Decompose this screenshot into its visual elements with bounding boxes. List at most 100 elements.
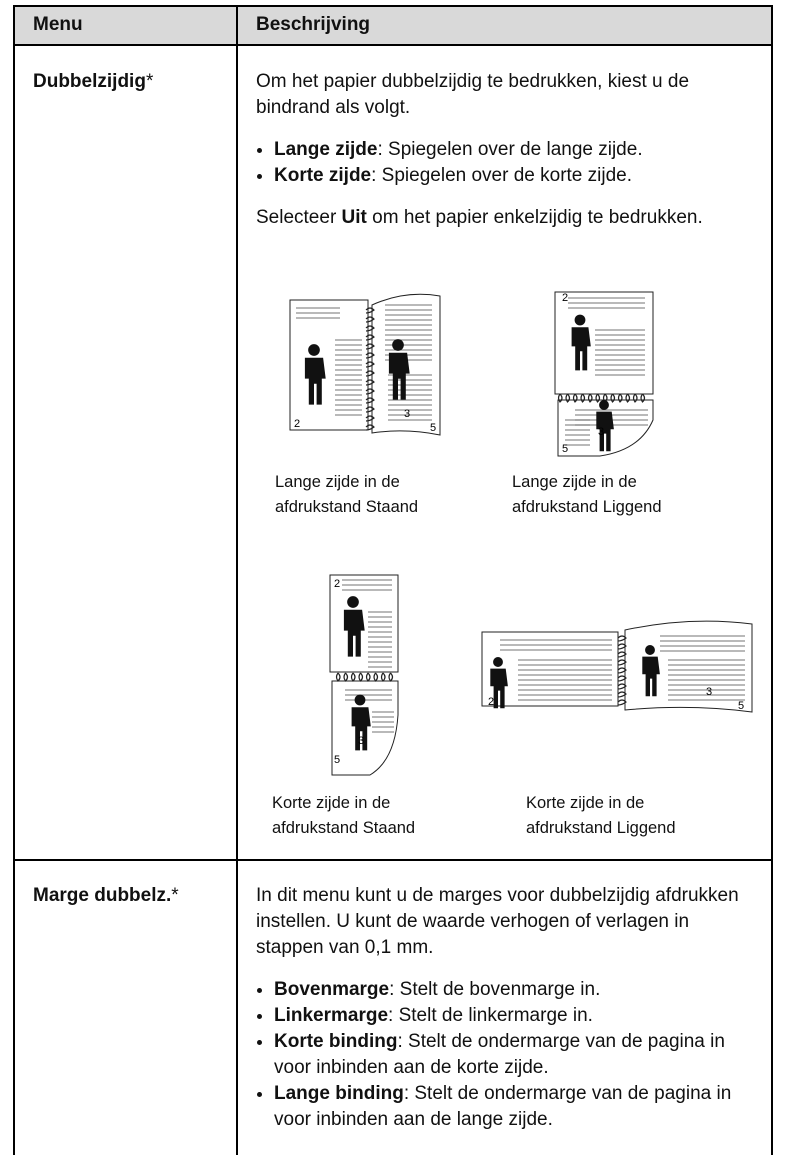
text: : Stelt de ondermarge van de pagina in v… <box>274 1083 732 1130</box>
spiral <box>572 393 578 403</box>
spiral <box>365 325 375 332</box>
bullet-list: Bovenmarge: Stelt de bovenmarge in. Link… <box>256 977 761 1133</box>
border <box>236 5 238 1155</box>
column-header: Beschrijving <box>256 14 371 35</box>
person-head <box>354 694 366 706</box>
spiral <box>617 659 627 666</box>
spiral <box>365 379 375 386</box>
spiral <box>617 691 627 698</box>
spiral <box>365 334 375 341</box>
spiral <box>365 397 375 404</box>
spiral <box>335 672 341 682</box>
bullet: Linkermarge: Stelt de linkermarge in. <box>274 1003 761 1029</box>
caption-line: Korte zijde in de <box>272 794 391 812</box>
person-body <box>351 707 371 751</box>
person-body <box>304 357 326 405</box>
text: : Spiegelen over de lange zijde. <box>377 139 643 160</box>
spiral <box>617 667 627 674</box>
bullet: Bovenmarge: Stelt de bovenmarge in. <box>274 977 761 1003</box>
person-head <box>645 645 655 655</box>
text: : Stelt de bovenmarge in. <box>389 979 601 1000</box>
page-number: 3 <box>706 686 712 698</box>
menu-name: Marge dubbelz. <box>33 885 172 906</box>
caption: Lange zijde in de afdrukstand Staand <box>275 470 418 520</box>
page-number: 5 <box>562 443 568 455</box>
caption-line: Korte zijde in de <box>526 794 645 812</box>
spiral <box>557 393 563 403</box>
spiral <box>617 699 627 706</box>
border <box>13 44 773 46</box>
spiral <box>365 316 375 323</box>
page-sheet <box>554 291 654 395</box>
text: om het papier enkelzijdig te bedrukken. <box>366 207 703 228</box>
spiral <box>610 393 616 403</box>
spiral <box>640 393 646 403</box>
spiral <box>343 672 349 682</box>
spiral <box>580 393 586 403</box>
marker: * <box>171 885 179 906</box>
border <box>13 5 15 1155</box>
spiral <box>587 393 593 403</box>
page-number: 2 <box>334 578 340 590</box>
caption-line: afdrukstand Staand <box>275 498 419 516</box>
caption-line: Lange zijde in de <box>512 473 637 491</box>
person-head <box>308 344 320 356</box>
person-body <box>490 668 508 709</box>
spiral <box>595 393 601 403</box>
page-number: 2 <box>562 292 568 304</box>
paragraph: In dit menu kunt u de marges voor dubbel… <box>256 885 739 958</box>
text: Uit <box>341 207 367 228</box>
marker: * <box>145 71 154 92</box>
spiral <box>365 415 375 422</box>
column-header: Menu <box>33 14 83 35</box>
spiral <box>617 643 627 650</box>
spiral <box>350 672 356 682</box>
spiral <box>625 393 631 403</box>
caption: Korte zijde in de afdrukstand Staand <box>272 791 415 841</box>
term: Lange binding <box>274 1083 404 1104</box>
text: : Stelt de linkermarge in. <box>388 1005 593 1026</box>
spiral <box>565 393 571 403</box>
spiral <box>365 406 375 413</box>
page-number: 3 <box>598 426 604 438</box>
person-head <box>347 596 359 608</box>
spiral <box>365 361 375 368</box>
page-number: 2 <box>294 418 300 430</box>
term: Korte binding <box>274 1031 398 1052</box>
bullet-list: Lange zijde: Spiegelen over de lange zij… <box>256 137 761 189</box>
term: Lange zijde <box>274 139 378 160</box>
spiral <box>365 370 375 377</box>
page-sheet <box>624 620 753 713</box>
bullet: Lange binding: Stelt de ondermarge van d… <box>274 1081 761 1133</box>
text: : Spiegelen over de korte zijde. <box>371 165 633 186</box>
person-body <box>642 656 660 697</box>
bullet: Korte binding: Stelt de ondermarge van d… <box>274 1029 761 1081</box>
spiral <box>632 393 638 403</box>
header-background <box>13 5 772 45</box>
caption-line: afdrukstand Staand <box>272 819 416 837</box>
person-body <box>571 327 591 371</box>
spiral <box>358 672 364 682</box>
border <box>13 859 773 861</box>
menu-name: Dubbelzijdig <box>33 71 146 92</box>
spiral <box>617 393 623 403</box>
bullet: Lange zijde: Spiegelen over de lange zij… <box>274 137 761 163</box>
person-body <box>388 352 410 400</box>
page-number: 5 <box>738 700 744 712</box>
spiral <box>388 672 394 682</box>
caption-line: afdrukstand Liggend <box>512 498 662 516</box>
page-sheet <box>329 574 399 673</box>
page-number: 2 <box>488 696 494 708</box>
spiral <box>617 635 627 642</box>
paragraph: Om het papier dubbelzijdig te bedrukken,… <box>256 71 690 118</box>
page-number: 3 <box>404 408 410 420</box>
term: Linkermarge <box>274 1005 389 1026</box>
bullet: Korte zijde: Spiegelen over de korte zij… <box>274 163 761 189</box>
person-body <box>343 609 365 657</box>
menu-item: Marge dubbelz.* <box>33 883 179 909</box>
term: Korte zijde <box>274 165 372 186</box>
page-number: 5 <box>334 754 340 766</box>
caption: Korte zijde in de afdrukstand Liggend <box>526 791 676 841</box>
